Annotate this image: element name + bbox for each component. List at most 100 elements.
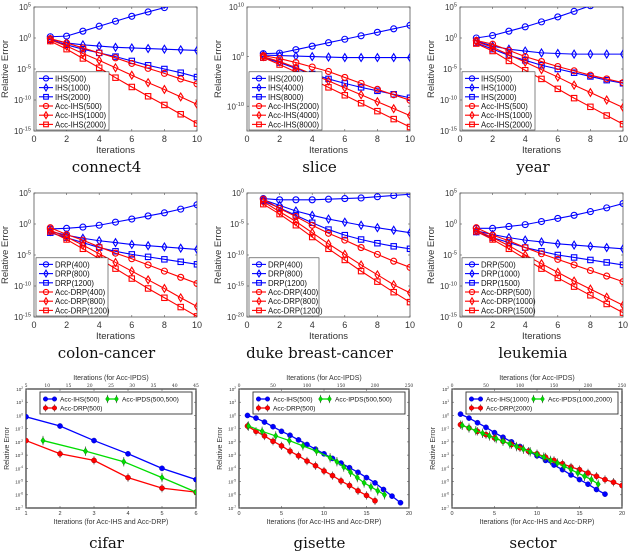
data-point: [63, 236, 70, 243]
series-group: [457, 411, 622, 497]
legend-label: IHS(4000): [268, 84, 304, 93]
legend-label: DRP(1200): [55, 279, 94, 288]
data-point: [406, 193, 410, 198]
data-point: [372, 480, 378, 486]
data-point: [373, 193, 381, 201]
data-point: [111, 218, 120, 226]
data-point: [489, 236, 496, 243]
x-tick-label: 8: [588, 134, 593, 144]
chart-panel-duke-breast-cancer: 0 2 4 6 8 10 Iterations 10-20 10-15 10-10 10-5 100 R…: [213, 186, 426, 371]
chart-panel-colon-cancer: 0 2 4 6 8 10 Iterations 10-15 10-10 10-5 100 105 Rel…: [0, 186, 213, 371]
x-axis-label: Iterations: [96, 331, 135, 342]
x-tick-label: 8: [375, 320, 380, 330]
data-point: [374, 52, 381, 63]
series-line: [50, 39, 197, 78]
x-tick-label: 10: [321, 511, 327, 517]
data-point: [570, 7, 578, 15]
y-tick-label: 105: [445, 3, 457, 13]
data-point: [128, 275, 136, 282]
data-point: [177, 91, 184, 102]
data-point: [374, 96, 381, 107]
data-point: [390, 243, 397, 250]
y-tick-label: 10-5: [15, 478, 23, 484]
series-IHS(500): [472, 0, 610, 42]
series-group: [26, 413, 196, 497]
legend-label: DRP(800): [55, 270, 90, 279]
y-tick-label: 102: [229, 386, 236, 392]
y-tick-label: 10-15: [440, 127, 457, 137]
data-point: [382, 490, 387, 500]
series-line: [50, 229, 197, 307]
data-point: [571, 80, 578, 91]
series-line: [476, 7, 589, 39]
chart-panel-slice: 0 2 4 6 8 10 Iterations 10-10 100 1010 Relative Er…: [213, 0, 426, 185]
y-tick-label: 100: [232, 189, 244, 199]
series-line: [476, 43, 623, 125]
data-point: [193, 261, 197, 268]
data-point: [538, 62, 545, 69]
legend-label: Acc-DRP(2000): [486, 406, 532, 413]
data-point: [79, 245, 87, 253]
x-tick-label: 4: [310, 134, 315, 144]
y-tick-label: 10-4: [441, 465, 449, 471]
data-point: [604, 0, 610, 3]
x2-tick-label: 30: [129, 383, 135, 389]
data-point: [570, 67, 578, 75]
x-tick-label: 6: [342, 134, 347, 144]
data-point: [571, 49, 578, 60]
data-point: [244, 412, 251, 419]
data-point: [619, 278, 623, 286]
chart-panel-leukemia: 0 2 4 6 8 10 Iterations 10-15 10-10 10-5 100 105 Rel…: [426, 186, 640, 371]
y-axis-label: Relative Error: [213, 226, 224, 284]
chart-gisette: 0 5 10 15 20 Iterations (for Acc-IHS and Acc-…: [217, 375, 413, 526]
chart-duke-breast-cancer: 0 2 4 6 8 10 Iterations 10-20 10-15 10-10 10-5 100 R…: [213, 189, 415, 342]
x2-axis: 5 10 15 20 25 30 35 40 45: [25, 383, 199, 389]
legend: Acc-IHS(500) Acc-DRP(500) Acc-IPDS(500,500…: [39, 391, 193, 415]
data-point: [603, 95, 610, 105]
data-point: [161, 44, 168, 55]
series-Acc-DRP(1200): [47, 228, 197, 317]
data-point: [554, 214, 562, 222]
data-point: [619, 199, 623, 208]
data-point: [474, 419, 481, 426]
data-point: [144, 285, 152, 292]
series-Acc-DRP(1200): [260, 200, 410, 306]
data-point: [587, 241, 594, 252]
data-point: [537, 250, 546, 258]
data-point: [309, 210, 316, 221]
data-point: [193, 120, 197, 127]
data-point: [286, 435, 292, 446]
data-point: [380, 486, 387, 493]
data-point: [537, 58, 546, 66]
data-point: [586, 71, 594, 79]
data-point: [507, 439, 513, 449]
y-tick-label: 10-3: [15, 452, 23, 458]
data-point: [329, 471, 336, 480]
data-point: [334, 457, 340, 467]
legend-box: [465, 391, 619, 415]
data-point: [276, 200, 283, 211]
data-point: [91, 437, 97, 444]
x-tick-label: 8: [162, 134, 167, 144]
x-axis-label: Iterations: [309, 145, 348, 156]
data-point: [406, 245, 410, 253]
data-point: [79, 27, 87, 35]
data-point: [585, 481, 591, 487]
y-tick-label: 10-10: [14, 96, 31, 106]
legend-label: IHS(2000): [481, 93, 517, 102]
chart-panel-cifar: 1 2 3 4 5 6 Iterations (for Acc-IHS and Acc-DR…: [0, 371, 213, 552]
y-tick-label: 101: [16, 399, 23, 405]
legend-item: DRP(400): [252, 260, 303, 269]
data-point: [178, 0, 184, 6]
chart-panel-connect4: 0 2 4 6 8 10 Iterations 10-15 10-10 10-5 100 105 Rel…: [0, 0, 213, 185]
x-tick-label: 10: [192, 134, 202, 144]
legend-label: Acc-IHS(500): [481, 102, 528, 111]
data-point: [144, 212, 152, 220]
legend-label: Acc-DRP(500): [60, 406, 103, 413]
data-point: [144, 261, 152, 269]
x-tick-label: 20: [619, 511, 625, 517]
data-point: [341, 52, 348, 63]
data-point: [193, 45, 197, 56]
data-point: [177, 44, 184, 55]
data-point: [554, 48, 561, 59]
